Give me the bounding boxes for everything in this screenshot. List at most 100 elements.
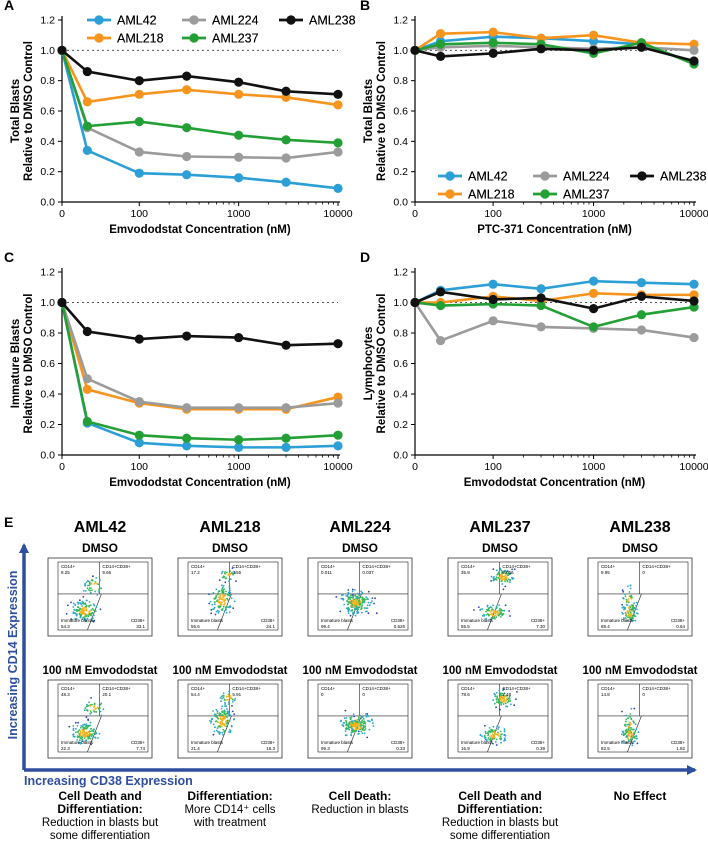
treatment-label: DMSO — [622, 541, 658, 555]
series-line-aml237 — [60, 302, 339, 442]
gate-name: CD14+CD38+ — [102, 686, 131, 691]
event-dot — [492, 736, 495, 738]
event-dot — [90, 579, 93, 582]
event-dot — [216, 609, 219, 612]
event-dot — [500, 580, 503, 583]
data-point-aml237 — [488, 38, 498, 48]
event-dot — [354, 608, 357, 611]
event-dot — [500, 738, 503, 740]
event-dot — [226, 716, 228, 719]
data-point-aml238 — [134, 334, 144, 344]
gate-name: CD14+CD38+ — [362, 686, 391, 691]
y-tick-label: 0.8 — [393, 328, 408, 340]
event-dot — [503, 609, 506, 612]
event-dot — [355, 725, 357, 728]
event-dot — [354, 719, 356, 722]
event-dot — [629, 715, 632, 718]
data-point-aml224 — [436, 336, 446, 346]
event-dot — [366, 713, 369, 715]
y-axis-label: Immature Blasts — [10, 319, 22, 408]
event-dot — [81, 600, 84, 603]
event-dot — [228, 690, 230, 693]
event-dot — [371, 597, 374, 599]
event-dot — [220, 572, 223, 575]
event-dot — [359, 603, 362, 606]
y-tick-label: 0.2 — [393, 166, 408, 178]
chart-panel-b: B 0.0 0.2 0.4 0.6 0.8 1.0 1.2 0 100 1000 10000 PTC-3… — [360, 0, 708, 236]
gate-value: 0.056 — [502, 570, 514, 575]
event-dot — [496, 725, 498, 728]
event-dot — [72, 725, 75, 727]
legend-swatch-dot — [189, 33, 199, 43]
event-dot — [95, 577, 98, 579]
event-dot — [351, 602, 354, 605]
gate-value: 78.6 — [461, 692, 470, 697]
event-dot — [354, 604, 357, 607]
event-dot — [362, 729, 364, 731]
event-dot — [82, 740, 84, 743]
y-tick-label: 0.4 — [393, 136, 408, 148]
event-dot — [218, 733, 221, 735]
event-dot — [89, 705, 92, 707]
event-dot — [350, 602, 352, 605]
event-dot — [353, 723, 356, 726]
event-dot — [347, 589, 350, 591]
gate-outline — [457, 683, 549, 753]
event-dot — [343, 722, 346, 724]
event-dot — [497, 612, 500, 614]
event-dot — [208, 593, 210, 595]
event-dot — [633, 721, 635, 724]
flow-plot: CD14+8.25 CD14+CD38+9.66 Immature blasts54… — [47, 557, 153, 637]
gate-name: CD38+ — [531, 618, 546, 623]
event-dot — [629, 617, 632, 619]
event-dot — [79, 616, 82, 619]
event-dot — [223, 588, 226, 591]
event-dot — [83, 723, 86, 726]
event-dot — [220, 714, 223, 716]
event-dot — [350, 606, 353, 608]
series-line-aml238 — [61, 49, 339, 96]
legend-swatch-dot — [540, 189, 550, 199]
event-dot — [228, 580, 230, 583]
event-dot — [91, 619, 94, 622]
event-dot — [495, 706, 497, 709]
event-dot — [366, 736, 369, 739]
event-dot — [630, 608, 633, 611]
flow-plot: CD14+78.6 CD14+CD38+2.48 Immature blasts16… — [447, 679, 553, 759]
event-dot — [356, 595, 359, 598]
data-point-aml224 — [333, 147, 343, 157]
event-dot — [218, 598, 221, 600]
y-tick-label: 0.4 — [40, 136, 55, 148]
event-dot — [355, 722, 358, 725]
event-dot — [215, 729, 218, 732]
event-dot — [223, 723, 225, 725]
data-point-aml238 — [588, 304, 599, 314]
event-dot — [508, 610, 511, 612]
event-dot — [356, 597, 359, 600]
event-dot — [221, 601, 223, 604]
data-point-aml42 — [333, 183, 343, 193]
event-dot — [490, 609, 493, 612]
event-dot — [223, 730, 226, 732]
event-dot — [84, 707, 87, 709]
event-dot — [635, 737, 638, 740]
data-point-aml224 — [689, 45, 699, 55]
legend-label: AML224 — [212, 14, 259, 28]
y-axis-label: Total Blasts — [10, 79, 22, 143]
event-dot — [485, 738, 488, 741]
event-dot — [351, 590, 354, 593]
data-point-aml237 — [436, 39, 446, 49]
event-dot — [363, 721, 366, 724]
event-dot — [621, 733, 623, 736]
event-dot — [226, 571, 228, 574]
event-dot — [502, 703, 505, 705]
event-dot — [363, 601, 366, 604]
event-dot — [86, 599, 88, 602]
event-dot — [222, 717, 225, 720]
gate-value: 0 — [362, 692, 365, 697]
y-tick-label: 0.0 — [40, 197, 55, 209]
event-dot — [219, 594, 222, 597]
legend-label: AML42 — [117, 14, 157, 28]
